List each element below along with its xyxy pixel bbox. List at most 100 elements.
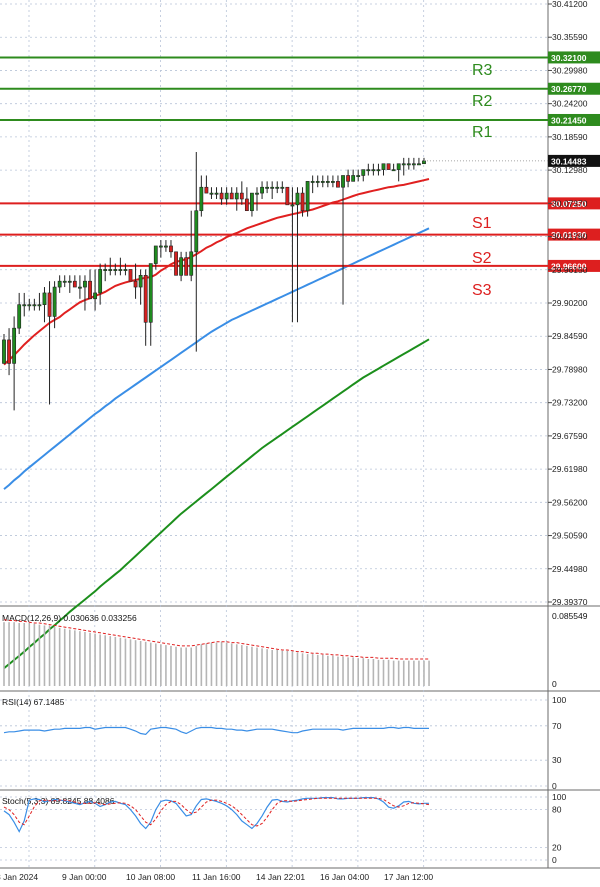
candle-body [108, 269, 113, 271]
price-tick-label: 30.12980 [552, 165, 588, 175]
price-tick-label: 30.24200 [552, 99, 588, 109]
rsi-label: RSI(14) 67.1485 [2, 697, 65, 707]
candle-body [366, 169, 371, 172]
price-tick-label: 30.35590 [552, 32, 588, 42]
level-name-r1: R1 [472, 124, 493, 141]
candle-body [351, 175, 356, 182]
candle-body [422, 160, 426, 165]
price-tick-label: 29.90200 [552, 298, 588, 308]
candle-body [265, 186, 270, 189]
price-tick-label: 30.07370 [552, 198, 588, 208]
price-tick-label: 29.84590 [552, 331, 588, 341]
candle-body [219, 192, 224, 200]
candle-body [47, 292, 52, 317]
level-value-s2: 30.01930 [551, 230, 587, 240]
price-tick-label: 29.78980 [552, 364, 588, 374]
candle-body [244, 198, 249, 212]
candle-body [174, 251, 178, 276]
stoch-label: Stoch(5,3,3) 89.8245 88.4086 [2, 796, 115, 806]
candle-body [57, 280, 62, 288]
macd-label: MACD(12,26,9) 0.030636 0.033256 [2, 613, 137, 623]
price-tick-label: 29.39370 [552, 597, 588, 607]
candle-body [72, 280, 77, 288]
candle-body [320, 181, 325, 183]
level-value-r2: 30.26770 [551, 84, 587, 94]
grid-lines [0, 0, 600, 869]
current-price-value: 30.14483 [551, 156, 587, 166]
candle-body [310, 181, 315, 183]
level-name-s1: S1 [472, 215, 492, 232]
macd-axis-top: 0.085549 [552, 611, 588, 621]
level-name-s2: S2 [472, 250, 492, 267]
candle-body [67, 280, 72, 283]
candle-body [229, 192, 234, 200]
candle-body [406, 163, 411, 166]
candle-body [285, 186, 290, 206]
candle-body [300, 192, 305, 212]
candle-body [27, 304, 32, 307]
rsi-axis-label: 30 [552, 755, 562, 765]
price-tick-label: 30.41200 [552, 0, 588, 9]
candle-body [356, 175, 361, 177]
candle-body [169, 245, 173, 253]
candle-body [118, 269, 123, 271]
candle-body [88, 280, 92, 300]
price-tick-label: 29.56200 [552, 497, 588, 507]
candle-body [199, 186, 204, 212]
level-tag-r1 [548, 113, 600, 126]
candle-body [255, 192, 259, 195]
level-value-r3: 30.32100 [551, 53, 587, 63]
candle-body [376, 169, 381, 172]
candle-body [239, 192, 244, 200]
candle-body [158, 245, 163, 248]
rsi-line [3, 726, 429, 736]
rsi-panel: RSI(14) 67.1485 100 70 30 0 [0, 695, 566, 791]
candle-body [295, 192, 300, 206]
price-tick-label: 29.73200 [552, 398, 588, 408]
candle-body [341, 175, 345, 188]
macd-panel: MACD(12,26,9) 0.030636 0.033256 0.085549… [2, 611, 588, 689]
candle-body [103, 269, 108, 271]
candle-body [234, 192, 239, 200]
candle-body [260, 186, 264, 194]
level-value-s1: 30.07250 [551, 199, 587, 209]
macd-axis-zero: 0 [552, 679, 557, 689]
time-axis-label: 11 Jan 16:00 [192, 872, 241, 882]
stoch-k-line [3, 796, 429, 833]
candle-body [189, 251, 194, 276]
candle-body [361, 169, 366, 176]
current-price-tag [548, 154, 600, 167]
candle-body [391, 169, 396, 172]
candle-body [305, 181, 310, 212]
candle-body [280, 186, 285, 189]
level-tag-s2 [548, 228, 600, 241]
time-axis-label: 14 Jan 22:01 [256, 872, 305, 882]
candle-body [184, 257, 189, 276]
candle-body [98, 269, 103, 294]
level-tag-r2 [548, 82, 600, 95]
candle-body [325, 181, 330, 183]
level-value-s3: 29.96600 [551, 261, 587, 271]
candle-body [2, 339, 6, 364]
stoch-axis-label: 80 [552, 805, 562, 815]
candle-body [133, 280, 138, 288]
rsi-axis-label: 70 [552, 721, 562, 731]
candle-body [214, 192, 219, 195]
stoch-d-line [3, 797, 430, 827]
candle-body [153, 245, 158, 264]
candle-body [143, 275, 148, 323]
candle-body [417, 163, 421, 166]
candle-body [346, 175, 350, 182]
candle-body [83, 280, 87, 288]
level-name-s3: S3 [472, 282, 492, 299]
price-tick-label: 30.18590 [552, 132, 588, 142]
price-tick-label: 29.96150 [552, 265, 588, 275]
level-name-r2: R2 [472, 93, 493, 110]
level-tag-s3 [548, 259, 600, 272]
price-tick-label: 30.29980 [552, 65, 588, 75]
candle-body [179, 257, 184, 276]
candle-body [411, 163, 416, 166]
time-axis-label: 9 Jan 00:00 [62, 872, 107, 882]
candle-body [204, 186, 209, 194]
candle-body [209, 192, 214, 195]
